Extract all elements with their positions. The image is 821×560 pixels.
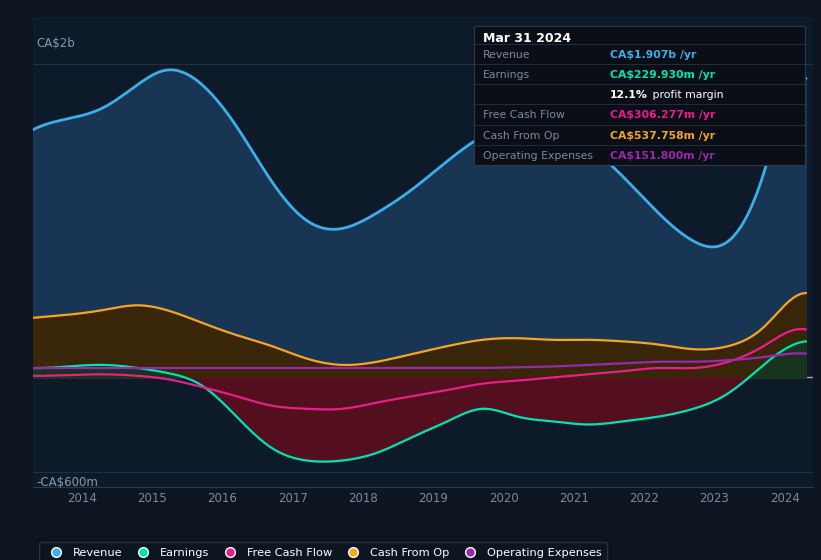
Text: CA$151.800m /yr: CA$151.800m /yr [610, 151, 715, 161]
Text: -CA$600m: -CA$600m [37, 476, 99, 489]
Text: CA$537.758m /yr: CA$537.758m /yr [610, 130, 715, 141]
Text: Earnings: Earnings [483, 70, 530, 80]
Text: Operating Expenses: Operating Expenses [483, 151, 593, 161]
Text: CA$306.277m /yr: CA$306.277m /yr [610, 110, 715, 120]
Text: profit margin: profit margin [649, 90, 723, 100]
Text: Mar 31 2024: Mar 31 2024 [483, 32, 571, 45]
Text: CA$1.907b /yr: CA$1.907b /yr [610, 50, 696, 60]
Text: 12.1%: 12.1% [610, 90, 648, 100]
Legend: Revenue, Earnings, Free Cash Flow, Cash From Op, Operating Expenses: Revenue, Earnings, Free Cash Flow, Cash … [39, 543, 607, 560]
Text: CA$2b: CA$2b [37, 37, 76, 50]
Text: CA$229.930m /yr: CA$229.930m /yr [610, 70, 715, 80]
Text: Revenue: Revenue [483, 50, 530, 60]
Text: Free Cash Flow: Free Cash Flow [483, 110, 565, 120]
FancyBboxPatch shape [474, 26, 805, 165]
Text: Cash From Op: Cash From Op [483, 130, 559, 141]
Text: CA$0: CA$0 [37, 360, 68, 373]
